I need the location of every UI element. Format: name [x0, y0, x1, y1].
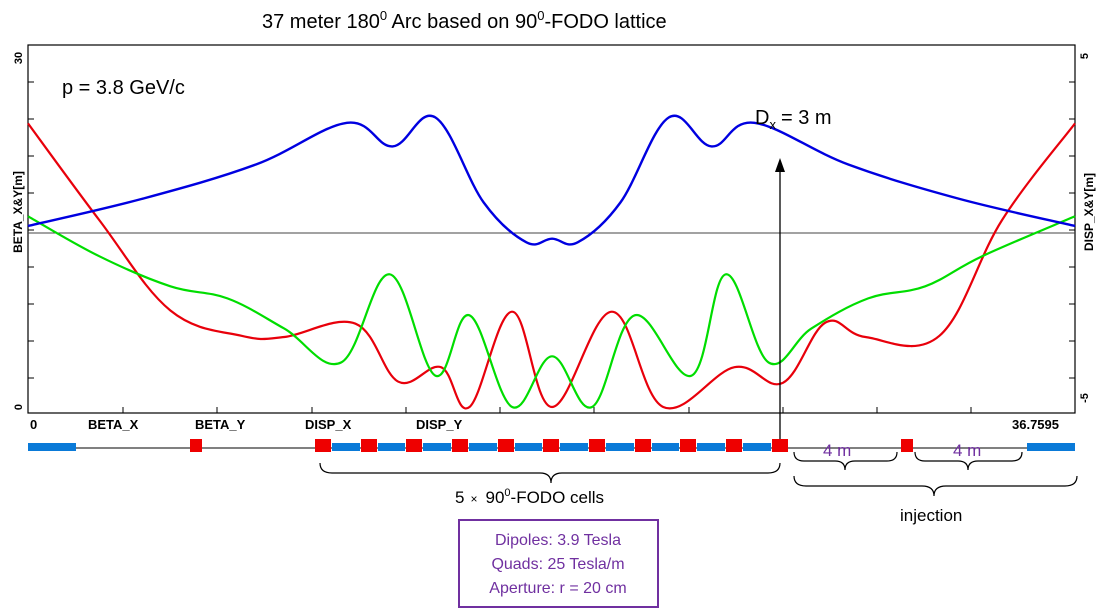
disp-x-line	[27, 114, 1076, 246]
quad-magnet	[332, 443, 360, 451]
dipole-magnet	[901, 439, 913, 452]
magnet-aperture: Aperture: r = 20 cm	[489, 580, 626, 597]
right-axis-ticks	[1069, 81, 1075, 379]
x-tick-start: 0	[30, 417, 37, 432]
injection-label: injection	[900, 506, 962, 525]
quad-magnet	[1027, 443, 1075, 451]
left-axis-ticks	[28, 81, 34, 379]
dipole-magnet	[680, 439, 696, 452]
dipole-magnet	[190, 439, 202, 452]
quad-magnet	[560, 443, 588, 451]
dipole-magnet	[726, 439, 742, 452]
bottom-axis-ticks	[122, 407, 972, 413]
legend-disp-x: DISP_X	[305, 417, 352, 432]
magnet-layout	[28, 439, 1075, 452]
fodo-cells-label: 5 × 900-FODO cells	[455, 487, 604, 507]
dipole-magnet	[772, 439, 788, 452]
beta-x-line	[27, 122, 1076, 410]
quad-magnet	[378, 443, 405, 451]
dipole-magnet	[315, 439, 331, 452]
left-tick-bottom: 0	[13, 404, 25, 410]
quad-magnet	[652, 443, 679, 451]
right-tick-top: 5	[1079, 53, 1091, 59]
magnet-quads: Quads: 25 Tesla/m	[491, 556, 624, 573]
dipole-magnet	[361, 439, 377, 452]
span-1-brace	[793, 451, 898, 471]
x-tick-end: 36.7595	[1012, 417, 1059, 432]
quad-magnet	[423, 443, 451, 451]
dispersion-label: Dx = 3 m	[755, 107, 832, 132]
quad-magnet	[743, 443, 771, 451]
fodo-brace	[319, 462, 781, 484]
quad-magnet	[697, 443, 725, 451]
beta-y-line	[27, 215, 1076, 409]
dipole-magnet	[543, 439, 559, 452]
dipole-magnet	[452, 439, 468, 452]
legend-disp-y: DISP_Y	[416, 417, 463, 432]
injection-brace	[793, 475, 1078, 497]
dipole-magnet	[635, 439, 651, 452]
span-2-brace	[914, 451, 1023, 471]
quad-magnet	[469, 443, 497, 451]
left-tick-top: 30	[13, 52, 25, 64]
legend-beta-x: BETA_X	[88, 417, 139, 432]
dispersion-arrow	[775, 158, 785, 440]
chart-title: 37 meter 1800 Arc based on 900-FODO latt…	[262, 8, 667, 33]
quad-magnet	[515, 443, 542, 451]
span-2-label: 4 m	[953, 441, 981, 460]
left-axis-title: BETA_X&Y[m]	[11, 171, 25, 253]
dipole-magnet	[498, 439, 514, 452]
quad-magnet	[606, 443, 634, 451]
magnet-parameters-box	[458, 519, 659, 608]
right-axis-title: DISP_X&Y[m]	[1082, 173, 1096, 251]
plot-frame	[27, 44, 1076, 414]
legend-beta-y: BETA_Y	[195, 417, 246, 432]
momentum-label: p = 3.8 GeV/c	[62, 77, 185, 99]
span-1-label: 4 m	[823, 441, 851, 460]
dipole-magnet	[589, 439, 605, 452]
dipole-magnet	[406, 439, 422, 452]
right-tick-bottom: -5	[1079, 393, 1091, 403]
magnet-dipoles: Dipoles: 3.9 Tesla	[495, 532, 621, 549]
quad-magnet	[28, 443, 76, 451]
